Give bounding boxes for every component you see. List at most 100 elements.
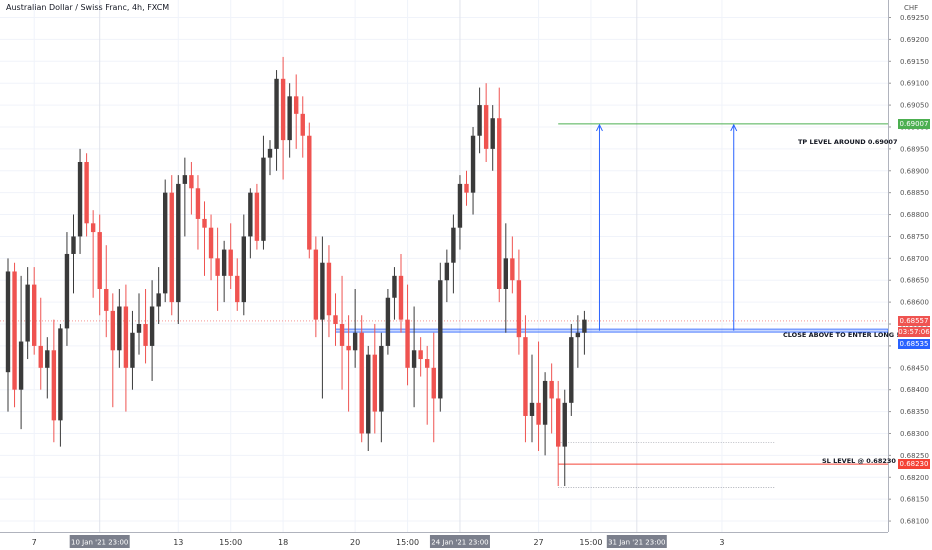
y-tick-label: 0.68100 [900, 518, 929, 526]
y-tick-label: 0.68300 [900, 430, 929, 438]
candle-body-up [163, 192, 168, 294]
candle-body-up [575, 332, 581, 338]
candle-body-down [294, 96, 299, 114]
tp-price-tag: 0.69007 [898, 118, 930, 129]
candle-body-down [359, 332, 364, 434]
candle-body-down [510, 258, 515, 281]
x-highlight-bg [606, 535, 667, 548]
candle-body-up [176, 183, 181, 303]
candle-body-up [451, 227, 456, 263]
candle-body-up [248, 192, 253, 237]
y-tick-label: 0.68650 [900, 277, 929, 285]
x-tick-label: 15:00 [396, 538, 419, 547]
x-tick-label: 3 [719, 538, 724, 547]
y-tick-label: 0.68400 [900, 386, 929, 394]
candle-body-down [32, 284, 37, 346]
candle-body-down [418, 350, 423, 360]
candle-body-up [182, 175, 188, 184]
candle-body-up [261, 157, 266, 241]
candle-body-up [569, 337, 574, 403]
candle-body-down [339, 324, 345, 346]
candle-body-up [71, 236, 76, 254]
candle-body-up [58, 328, 63, 421]
candle-body-down [123, 306, 129, 368]
candle-body-down [431, 367, 436, 399]
countdown-tag: 03:57:06 [898, 326, 930, 337]
candle-body-up [156, 293, 161, 307]
candle-body-up [457, 183, 463, 228]
y-tick-label: 0.68850 [900, 189, 929, 197]
sl-price-tag: 0.68230 [898, 459, 930, 470]
candle-body-down [497, 118, 502, 289]
candle-body-up [274, 78, 279, 149]
y-tick-label: 0.68250 [900, 452, 929, 460]
y-tick-label: 0.68900 [900, 167, 929, 175]
sl-annotation: SL LEVEL @ 0.68230 [822, 457, 896, 465]
candle-body-down [104, 288, 109, 311]
candle-body-up [117, 306, 122, 351]
candle-body-down [405, 319, 410, 368]
candle-body-up [542, 380, 548, 425]
candle-body-down [516, 280, 522, 338]
y-tick-label: 0.68350 [900, 408, 929, 416]
candle-body-up [241, 236, 246, 303]
candle-body-down [372, 354, 377, 412]
candle-body-down [556, 398, 561, 447]
candle-body-down [333, 315, 338, 325]
candle-body-up [221, 249, 227, 276]
candle-body-down [90, 223, 96, 233]
target-arrow-head [596, 123, 603, 132]
candle-body-down [398, 275, 404, 320]
entry-price-tag: 0.68535 [898, 338, 930, 349]
x-tick-label: 7 [32, 538, 37, 547]
target-arrow-head [730, 123, 738, 132]
candle-body-up [529, 402, 535, 416]
y-tick-label: 0.68600 [900, 299, 929, 307]
candle-body-up [411, 350, 417, 368]
candle-body-up [77, 162, 83, 237]
y-tick-label: 0.68800 [900, 211, 929, 219]
candle-body-down [97, 232, 102, 289]
candle-body-down [483, 105, 489, 149]
candle-body-down [254, 192, 260, 241]
candle-body-down [523, 337, 528, 416]
candle-body-up [490, 118, 495, 149]
y-tick-label: 0.69200 [900, 36, 929, 44]
candle-body-down [464, 183, 469, 193]
candle-body-down [208, 227, 214, 259]
candle-body-up [352, 332, 358, 351]
candle-body-down [536, 402, 541, 425]
x-highlight-bg [429, 535, 490, 548]
y-tick-label: 0.68200 [900, 474, 929, 482]
candle-body-down [202, 218, 207, 228]
y-tick-label: 0.69100 [900, 80, 929, 88]
currency-label: CHF [904, 4, 919, 12]
x-tick-label: 13 [173, 538, 183, 547]
x-tick-label: 27 [533, 538, 543, 547]
candle-body-down [195, 188, 201, 219]
y-tick-label: 0.69050 [900, 102, 929, 110]
candle-body-down [38, 345, 43, 368]
candle-body-down [84, 162, 89, 224]
candle-body-up [287, 96, 292, 141]
candle-body-down [143, 324, 148, 346]
candle-body-down [189, 175, 194, 189]
tp-annotation: TP LEVEL AROUND 0.69007 [798, 138, 898, 146]
candle-body-up [392, 275, 397, 298]
symbol-title: Australian Dollar / Swiss Franc, 4h, FXC… [6, 3, 170, 12]
x-tick-label: 18 [278, 538, 288, 547]
candle-body-down [169, 192, 174, 303]
candle-body-up [18, 341, 24, 390]
candle-body-up [45, 350, 50, 368]
x-highlight-label: 24 Jan '21 23:00 [431, 539, 488, 547]
candle-body-up [267, 148, 273, 158]
candle-body-up [130, 332, 135, 368]
candle-body-up [25, 284, 30, 342]
candle-body-down [307, 135, 312, 250]
y-tick-label: 0.68150 [900, 496, 929, 504]
candle-body-down [300, 113, 305, 136]
candle-body-up [444, 262, 450, 281]
candle-body-up [136, 324, 142, 333]
